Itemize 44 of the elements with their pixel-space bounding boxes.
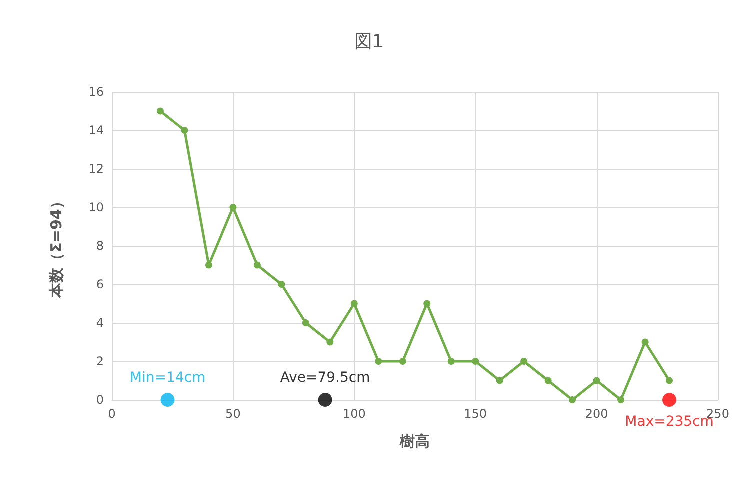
- point: [496, 377, 504, 384]
- y-tick-label: 14: [88, 124, 104, 138]
- y-tick-label: 2: [96, 354, 104, 368]
- point: [662, 393, 677, 407]
- point: [569, 396, 576, 404]
- point: [160, 393, 175, 407]
- series-label: Ave=79.5cm: [280, 370, 370, 386]
- point: [302, 320, 310, 326]
- point: [318, 393, 332, 407]
- y-tick-label: 0: [96, 393, 104, 407]
- chart-title: 図1: [354, 32, 384, 52]
- x-tick-label: 200: [585, 407, 608, 421]
- x-tick-label: 0: [108, 407, 116, 421]
- y-tick-label: 10: [88, 200, 104, 214]
- y-tick-label: 16: [88, 85, 104, 99]
- y-tick-label: 6: [96, 278, 104, 292]
- point: [544, 377, 552, 384]
- point: [156, 108, 164, 115]
- point: [230, 204, 237, 211]
- y-tick-label: 12: [88, 162, 104, 176]
- y-tick-label: 8: [96, 239, 104, 253]
- point: [618, 396, 625, 404]
- point: [278, 281, 286, 288]
- point: [472, 358, 480, 365]
- y-tick-label: 4: [96, 316, 104, 330]
- point: [399, 358, 406, 365]
- x-axis-title: 樹高: [399, 432, 430, 450]
- point: [326, 338, 334, 346]
- point: [666, 377, 674, 384]
- x-tick-label: 150: [464, 407, 488, 421]
- point: [593, 377, 600, 384]
- point: [520, 358, 528, 365]
- x-tick-label: 50: [226, 407, 241, 421]
- point: [350, 300, 358, 308]
- point: [181, 127, 188, 134]
- series-label: Min=14cm: [130, 370, 206, 386]
- point: [424, 300, 431, 308]
- point: [375, 358, 382, 365]
- x-tick-label: 100: [342, 407, 366, 421]
- point: [642, 338, 649, 346]
- y-axis-title: 本数（Σ=94）: [48, 194, 66, 299]
- point: [205, 262, 212, 269]
- point: [254, 262, 261, 269]
- point: [448, 358, 455, 365]
